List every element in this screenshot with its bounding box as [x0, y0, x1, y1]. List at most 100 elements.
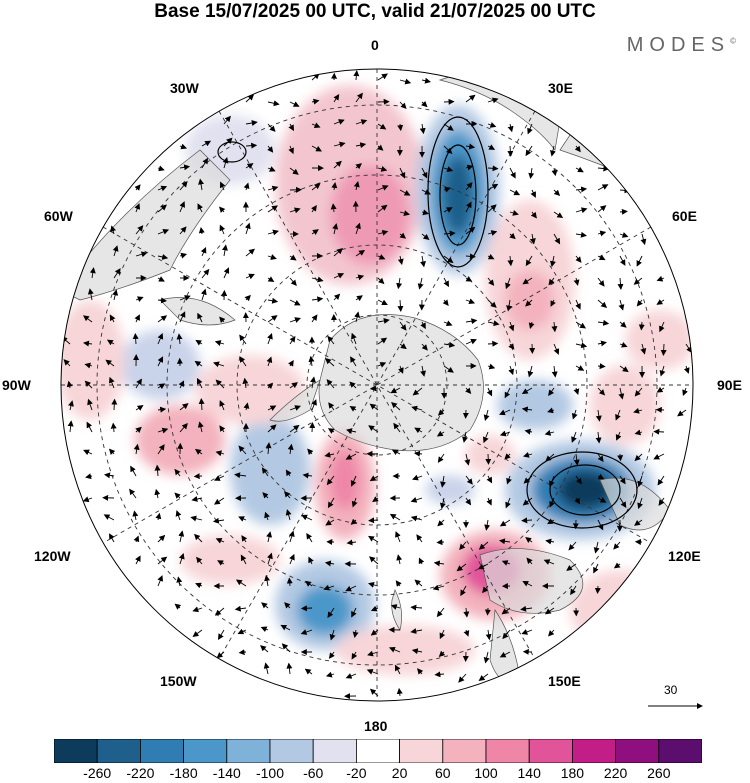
wind-arrow [575, 299, 581, 310]
wind-arrow [682, 387, 688, 397]
wind-arrow [197, 312, 203, 323]
wind-arrow [520, 605, 533, 612]
wind-arrow [195, 582, 203, 589]
wind-arrow [243, 182, 250, 191]
wind-arrow [157, 383, 166, 390]
wind-arrow [522, 581, 533, 587]
wind-arrow [178, 530, 185, 543]
wind-arrow [345, 585, 357, 592]
wind-arrow [87, 398, 93, 411]
wind-arrow [637, 497, 643, 510]
wind-arrow [267, 123, 276, 132]
wind-arrow [593, 563, 599, 574]
wind-arrow [597, 254, 606, 261]
wind-arrow [369, 556, 379, 565]
wind-arrow [575, 365, 585, 371]
wind-arrow [83, 315, 93, 323]
wind-arrow [549, 255, 556, 268]
colorbar-swatch [312, 739, 357, 763]
wind-arrow [288, 145, 294, 155]
lon-label-150w: 150W [160, 673, 197, 689]
wind-arrow [289, 167, 299, 175]
wind-arrow [135, 426, 142, 433]
wind-arrow [215, 379, 225, 389]
wind-arrow [638, 321, 645, 331]
wind-arrow [217, 560, 225, 566]
colorbar-swatch [528, 739, 573, 763]
wind-arrow [393, 422, 401, 433]
wind-arrow [619, 497, 627, 508]
wind-arrow [110, 225, 117, 235]
wind-arrow [129, 488, 137, 499]
wind-arrow [636, 255, 643, 267]
wind-arrow [419, 123, 426, 135]
wind-arrow [417, 668, 424, 675]
wind-arrow [575, 231, 587, 238]
wind-arrow [527, 123, 533, 135]
wind-arrow [399, 321, 407, 331]
colorbar-swatch [658, 739, 702, 763]
colorbar-swatch [226, 739, 271, 763]
wind-arrow [636, 299, 643, 307]
wind-arrow [192, 606, 203, 613]
wind-arrow [507, 123, 514, 133]
wind-arrow [443, 365, 454, 373]
wind-arrow [487, 363, 496, 370]
wind-arrow [238, 649, 247, 656]
wind-arrow [353, 181, 360, 191]
wind-arrow [302, 472, 313, 479]
wind-arrow [367, 650, 379, 657]
wind-arrow [197, 421, 204, 433]
wind-arrow [289, 382, 298, 389]
wind-arrow [240, 554, 247, 565]
wind-arrow [179, 164, 191, 171]
wind-arrow [574, 497, 581, 505]
wind-arrow [575, 166, 584, 173]
wind-arrow [351, 607, 357, 618]
wind-arrow [594, 585, 601, 594]
wind-arrow [487, 277, 495, 286]
wind-arrow [368, 581, 379, 588]
wind-arrow [219, 316, 226, 324]
wind-arrow [245, 120, 258, 126]
wind-arrow [377, 299, 388, 306]
wind-arrow [421, 167, 428, 179]
wind-vectors [61, 70, 692, 700]
wind-arrow [634, 387, 643, 397]
wind-arrow [462, 431, 468, 443]
wind-arrow [355, 119, 368, 125]
wind-arrow [615, 409, 621, 421]
wind-arrow [222, 244, 228, 257]
wind-arrow [618, 299, 625, 311]
wind-arrow [289, 424, 300, 433]
wind-arrow [267, 405, 277, 411]
colorbar-swatch [355, 739, 400, 763]
wind-arrow [465, 497, 472, 506]
wind-arrow [309, 422, 316, 433]
wind-arrow [659, 321, 665, 333]
wind-arrow [135, 405, 144, 411]
wind-arrow [324, 451, 335, 458]
map-title: Base 15/07/2025 00 UTC, valid 21/07/2025… [154, 1, 596, 22]
wind-arrow [507, 145, 514, 157]
wind-arrow [465, 94, 476, 103]
wind-arrow [437, 409, 445, 416]
wind-arrow [267, 185, 279, 192]
wind-arrow [618, 387, 625, 400]
wind-arrow [549, 145, 556, 157]
wind-arrow [487, 253, 495, 260]
wind-arrow [355, 295, 363, 302]
wind-arrow [487, 299, 497, 308]
wind-arrow [84, 362, 93, 369]
wind-arrow [486, 387, 493, 397]
wind-arrow [391, 449, 401, 456]
wind-arrow [264, 511, 270, 521]
wind-arrow [355, 163, 362, 170]
wind-arrow [195, 339, 203, 346]
wind-arrow [157, 229, 170, 235]
wind-arrow [111, 398, 118, 411]
wind-arrow [551, 167, 558, 177]
wind-arrow [190, 515, 203, 522]
wind-arrow [613, 562, 621, 569]
wind-arrow [245, 163, 254, 169]
